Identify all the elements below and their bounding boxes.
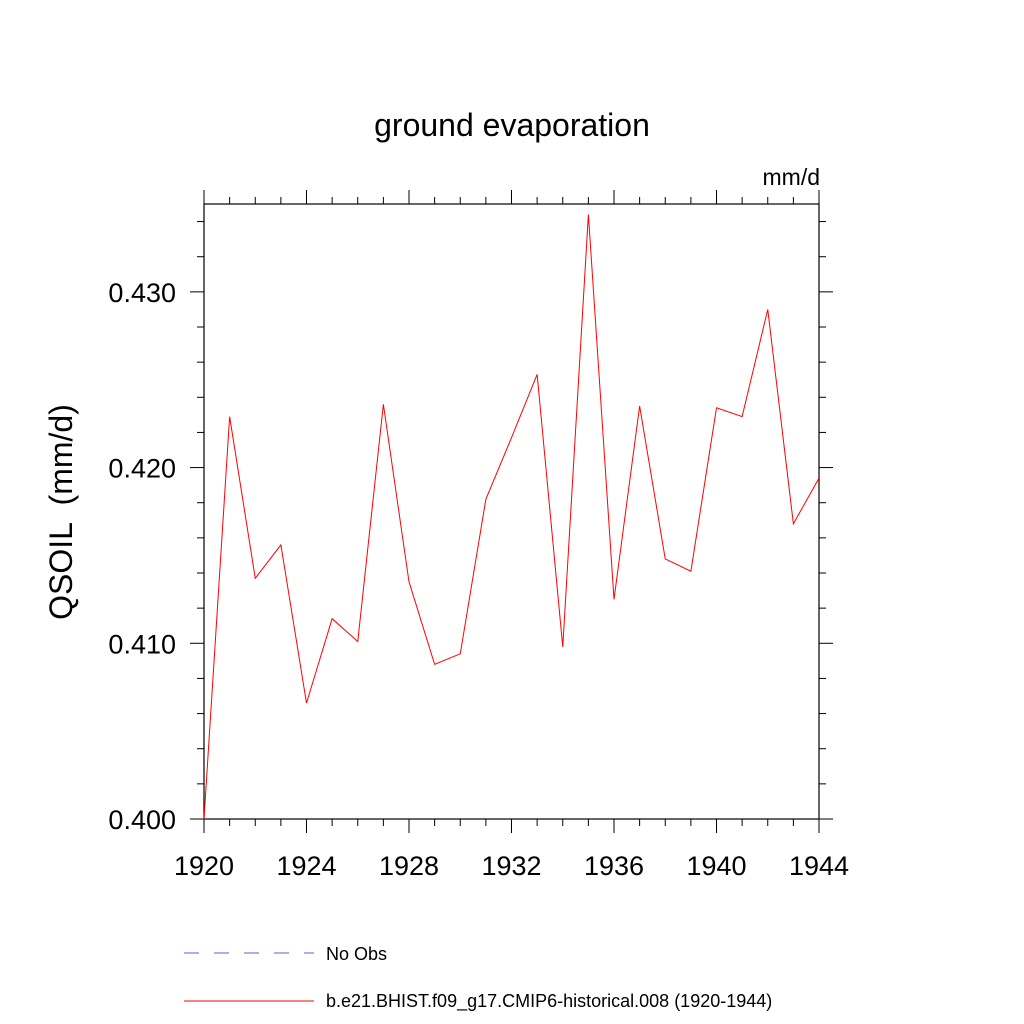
x-tick-label: 1936	[584, 851, 644, 881]
x-tick-label: 1932	[481, 851, 541, 881]
x-tick-label: 1928	[379, 851, 439, 881]
x-tick-label: 1920	[174, 851, 234, 881]
legend-label-no-obs: No Obs	[326, 944, 387, 964]
legend-label-model: b.e21.BHIST.f09_g17.CMIP6-historical.008…	[326, 991, 772, 1012]
x-tick-label: 1924	[276, 851, 336, 881]
y-tick-label: 0.410	[108, 629, 176, 659]
series-line	[203, 214, 820, 820]
y-tick-label: 0.400	[108, 805, 176, 835]
units-label: mm/d	[763, 164, 821, 190]
y-tick-label: 0.430	[108, 278, 176, 308]
plot-frame	[203, 203, 820, 820]
y-tick-label: 0.420	[108, 454, 176, 484]
y-axis-label: QSOIL (mm/d)	[43, 404, 79, 620]
y-axis: 0.400 0.410 0.420 0.430	[108, 221, 833, 835]
x-tick-label: 1940	[686, 851, 746, 881]
x-axis: 1920 1924 1928 1932 1936 1940 1944	[174, 190, 849, 881]
chart-title: ground evaporation	[374, 107, 650, 143]
legend: No Obs b.e21.BHIST.f09_g17.CMIP6-histori…	[184, 944, 772, 1012]
series-layer	[203, 214, 820, 820]
x-tick-label: 1944	[789, 851, 849, 881]
